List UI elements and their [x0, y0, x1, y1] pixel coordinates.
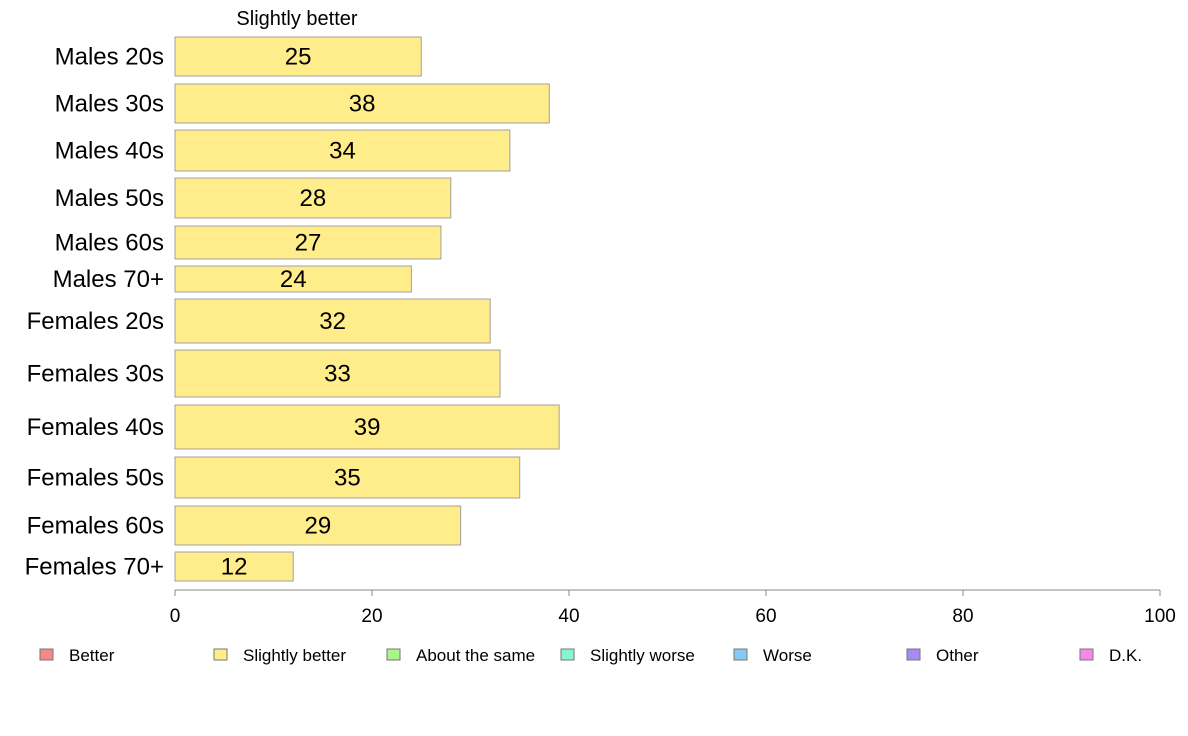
legend-label: Worse [763, 646, 812, 665]
legend-label: Slightly better [243, 646, 346, 665]
legend-label: About the same [416, 646, 535, 665]
data-label: 35 [334, 465, 361, 492]
data-label: 38 [349, 91, 376, 118]
x-tick-label: 60 [755, 606, 776, 627]
x-tick-label: 0 [170, 606, 181, 627]
data-label: 39 [354, 414, 381, 441]
legend-label: Other [936, 646, 979, 665]
category-label: Males 70+ [53, 266, 164, 293]
bar [174, 225, 442, 260]
data-label: 32 [319, 308, 346, 335]
x-axis: 0 20 40 60 80 100 [170, 589, 1176, 627]
x-tick-label: 80 [952, 606, 973, 627]
bars-layer: Males 20s 25 Males 30s 38 Males 40s 34 Males 5… [25, 36, 560, 582]
category-label: Females 70+ [25, 554, 164, 581]
category-label: Females 60s [27, 513, 164, 540]
data-label: 24 [280, 266, 307, 293]
legend-label: D.K. [1109, 646, 1142, 665]
x-tick-label: 40 [558, 606, 579, 627]
legend-swatch [1079, 648, 1094, 661]
x-tick-label: 100 [1144, 606, 1176, 627]
data-label: 27 [295, 230, 322, 257]
bar [174, 265, 412, 293]
x-tick-label: 20 [361, 606, 382, 627]
category-label: Males 50s [55, 185, 164, 212]
bar [174, 456, 521, 499]
category-label: Females 40s [27, 414, 164, 441]
data-label: 12 [221, 554, 248, 581]
bar [174, 551, 294, 582]
category-label: Females 20s [27, 308, 164, 335]
legend-label: Slightly worse [590, 646, 695, 665]
legend-label: Better [69, 646, 115, 665]
legend: Better Slightly better About the same Sligh… [39, 646, 1142, 665]
bar [174, 298, 491, 344]
category-label: Males 20s [55, 44, 164, 71]
bar [174, 349, 501, 398]
bar [174, 505, 462, 546]
legend-swatch [733, 648, 748, 661]
category-label: Males 30s [55, 91, 164, 118]
column-header: Slightly better [236, 8, 358, 30]
bar [174, 177, 452, 219]
legend-swatch [213, 648, 228, 661]
category-label: Males 40s [55, 138, 164, 165]
data-label: 34 [329, 138, 356, 165]
category-label: Females 30s [27, 361, 164, 388]
bar [174, 129, 511, 172]
bar [174, 83, 550, 124]
legend-swatch [560, 648, 575, 661]
legend-swatch [386, 648, 401, 661]
category-label: Males 60s [55, 230, 164, 257]
data-label: 33 [324, 361, 351, 388]
legend-swatch [39, 648, 54, 661]
data-label: 29 [304, 513, 331, 540]
category-label: Females 50s [27, 465, 164, 492]
legend-swatch [906, 648, 921, 661]
bar [174, 36, 422, 77]
data-label: 28 [300, 185, 327, 212]
data-label: 25 [285, 44, 312, 71]
bar [174, 404, 560, 450]
